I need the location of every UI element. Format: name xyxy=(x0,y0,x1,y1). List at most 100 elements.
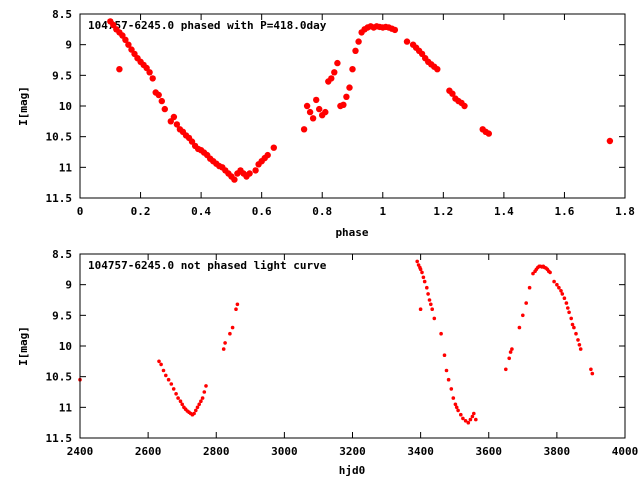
unphased-data-point xyxy=(531,271,535,276)
unphased-x-tick-label: 3000 xyxy=(271,445,298,458)
unphased-data-point xyxy=(461,416,465,421)
unphased-data-point xyxy=(463,419,468,423)
unphased-y-tick-label: 11.5 xyxy=(46,432,73,445)
phased-data-point xyxy=(346,84,353,91)
unphased-data-point xyxy=(161,368,166,373)
unphased-plot-title: 104757-6245.0 not phased light curve xyxy=(88,259,327,272)
unphased-data-point xyxy=(555,282,559,287)
phased-data-point xyxy=(146,69,153,76)
phased-data-point xyxy=(313,96,320,104)
phased-x-axis-title: phase xyxy=(335,226,368,239)
unphased-data-point xyxy=(444,368,449,373)
phased-data-point xyxy=(122,36,129,43)
unphased-light-curve-panel: 104757-6245.0 not phased light curve 240… xyxy=(17,248,638,477)
phased-plot-frame xyxy=(79,13,626,199)
phased-data-point xyxy=(264,151,271,159)
unphased-data-point xyxy=(517,325,522,330)
unphased-data-point xyxy=(466,420,471,425)
phased-data-point xyxy=(316,105,323,113)
unphased-x-tick-label: 3600 xyxy=(476,445,503,458)
unphased-data-point xyxy=(468,417,473,422)
unphased-data-point xyxy=(442,353,447,358)
phased-light-curve-panel: 104757-6245.0 phased with P=418.0day 0 0.… xyxy=(17,8,635,239)
phased-data-point xyxy=(246,170,253,177)
phased-x-tick-label: 1.8 xyxy=(615,205,635,218)
unphased-data-point xyxy=(510,347,514,351)
unphased-x-tick-label: 3400 xyxy=(407,445,434,458)
unphased-data-point xyxy=(567,310,571,315)
phased-data-point xyxy=(170,113,178,121)
unphased-data-point xyxy=(446,377,451,382)
unphased-data-point xyxy=(427,298,432,302)
phased-data-point xyxy=(161,105,168,113)
unphased-data-point xyxy=(157,359,161,364)
unphased-data-point xyxy=(418,307,423,312)
phased-x-tick-label: 1.2 xyxy=(433,205,453,218)
phased-data-point xyxy=(155,91,162,99)
phased-data-point xyxy=(252,167,259,174)
phased-x-tick-label: 0 xyxy=(77,205,84,218)
unphased-data-point xyxy=(223,341,227,345)
unphased-data-point xyxy=(508,350,513,354)
unphased-data-point xyxy=(454,405,459,410)
phased-data-point xyxy=(270,144,277,151)
unphased-data-point xyxy=(548,270,552,275)
phased-data-point xyxy=(303,102,311,110)
unphased-data-point xyxy=(178,399,183,404)
phased-data-point xyxy=(116,66,123,73)
unphased-data-point xyxy=(449,387,454,391)
unphased-data-point xyxy=(171,387,176,391)
unphased-data-point xyxy=(562,296,567,301)
unphased-data-point xyxy=(456,408,460,413)
phased-data-point xyxy=(125,41,132,48)
unphased-data-point xyxy=(578,347,583,351)
unphased-y-axis-title: I[mag] xyxy=(17,326,30,366)
unphased-points xyxy=(78,259,595,425)
phased-data-point xyxy=(328,75,335,82)
phased-y-tick-label: 8.5 xyxy=(52,8,72,21)
phased-data-point xyxy=(355,38,362,45)
unphased-data-point xyxy=(234,307,238,312)
unphased-x-tick-label: 2600 xyxy=(135,445,162,458)
unphased-data-point xyxy=(194,408,198,413)
unphased-data-point xyxy=(176,396,180,400)
unphased-data-point xyxy=(421,275,426,280)
unphased-data-point xyxy=(202,390,207,394)
phased-data-point xyxy=(485,130,492,137)
phased-points xyxy=(107,18,614,183)
phased-data-point xyxy=(231,176,238,183)
unphased-data-point xyxy=(577,343,582,347)
unphased-data-point xyxy=(180,402,184,407)
unphased-data-point xyxy=(420,270,424,275)
unphased-data-point xyxy=(557,285,561,290)
unphased-y-tick-label: 10.5 xyxy=(46,371,73,384)
unphased-data-point xyxy=(472,411,476,416)
unphased-data-point xyxy=(451,396,456,400)
phased-data-point xyxy=(461,102,468,110)
unphased-data-point xyxy=(174,392,178,396)
unphased-data-point xyxy=(566,306,570,310)
unphased-data-point xyxy=(576,338,580,342)
phased-y-tick-label: 10 xyxy=(59,100,72,113)
unphased-data-point xyxy=(425,285,429,290)
phased-data-point xyxy=(391,26,399,34)
phased-y-tick-label: 11.5 xyxy=(46,192,73,205)
phased-data-point xyxy=(352,47,359,54)
unphased-data-point xyxy=(192,411,196,416)
unphased-x-axis-title: hjd0 xyxy=(339,464,366,477)
unphased-data-point xyxy=(426,292,430,296)
unphased-data-point xyxy=(230,325,235,330)
unphased-data-point xyxy=(569,316,573,321)
unphased-data-point xyxy=(195,405,200,410)
phased-data-point xyxy=(322,108,329,116)
phased-x-tick-label: 1.4 xyxy=(494,205,514,218)
unphased-data-point xyxy=(470,414,475,419)
unphased-data-point xyxy=(560,292,565,296)
unphased-data-point xyxy=(439,331,443,336)
unphased-data-point xyxy=(235,302,240,307)
phased-y-tick-label: 11 xyxy=(59,161,73,174)
phased-x-tick-label: 0.6 xyxy=(252,205,272,218)
phased-data-point xyxy=(173,121,181,128)
unphased-x-tick-label: 2400 xyxy=(67,445,94,458)
